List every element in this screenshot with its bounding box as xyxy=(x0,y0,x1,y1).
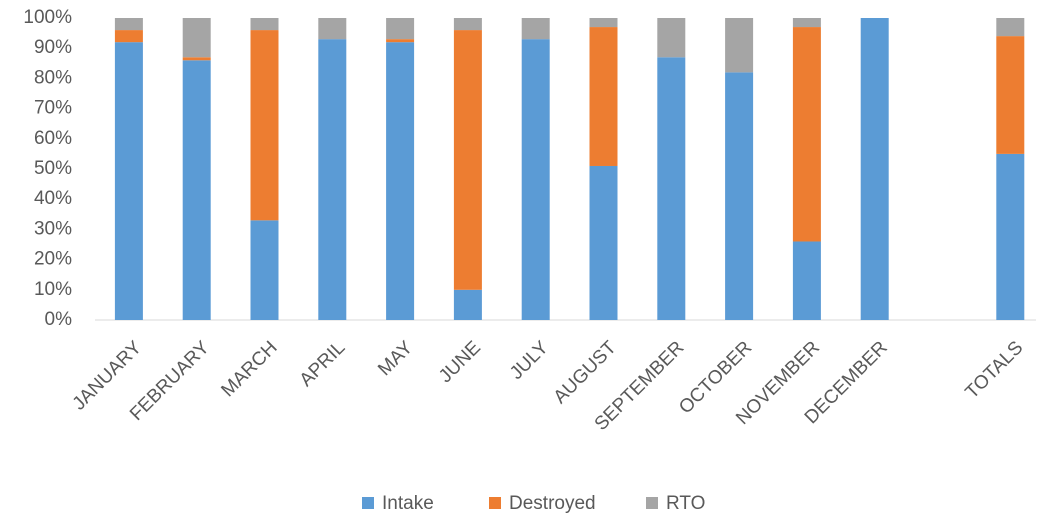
x-tick-label: JUNE xyxy=(435,337,485,387)
bar-segment xyxy=(318,39,347,320)
bar-segment xyxy=(250,18,279,31)
legend-label: Destroyed xyxy=(509,493,596,514)
bar-segment xyxy=(114,30,143,43)
legend-swatch xyxy=(362,497,374,509)
bar-segment xyxy=(725,18,754,73)
bar-segment xyxy=(589,18,618,28)
x-tick-label: MARCH xyxy=(217,337,281,401)
bar-segment xyxy=(250,30,279,221)
y-tick-label: 50% xyxy=(34,158,72,179)
bar-segment xyxy=(250,220,279,320)
bar-segment xyxy=(657,57,686,320)
bar-segment xyxy=(657,18,686,58)
bar-segment xyxy=(114,18,143,31)
legend-swatch xyxy=(489,497,501,509)
y-tick-label: 0% xyxy=(45,309,73,330)
y-tick-label: 90% xyxy=(34,37,72,58)
x-tick-label: JULY xyxy=(506,337,553,384)
bar-segment xyxy=(386,39,415,43)
bar-segment xyxy=(114,42,143,320)
bar-segment xyxy=(386,42,415,320)
bar-segment xyxy=(386,18,415,40)
bar-segment xyxy=(996,36,1025,154)
legend-swatch xyxy=(646,497,658,509)
legend-label: Intake xyxy=(382,493,434,514)
bar-segment xyxy=(182,57,211,61)
bar-segment xyxy=(792,18,821,28)
bar-segment xyxy=(453,289,482,320)
x-tick-label: TOTALS xyxy=(962,337,1028,403)
bar-segment xyxy=(453,18,482,31)
bar-segment xyxy=(589,165,618,320)
y-tick-label: 100% xyxy=(23,7,72,28)
y-tick-label: 40% xyxy=(34,188,72,209)
bar-segment xyxy=(453,30,482,290)
x-tick-label: AUGUST xyxy=(550,337,621,408)
bar-segment xyxy=(182,60,211,320)
bar-segment xyxy=(792,27,821,242)
y-tick-label: 20% xyxy=(34,249,72,270)
y-tick-label: 10% xyxy=(34,279,72,300)
bar-segment xyxy=(725,72,754,320)
y-tick-label: 70% xyxy=(34,98,72,119)
bar-segment xyxy=(996,153,1025,320)
legend-label: RTO xyxy=(666,493,705,514)
x-tick-label: MAY xyxy=(374,337,417,380)
bar-segment xyxy=(318,18,347,40)
bar-segment xyxy=(182,18,211,58)
y-tick-label: 60% xyxy=(34,128,72,149)
bar-segment xyxy=(521,18,550,40)
y-tick-label: 80% xyxy=(34,67,72,88)
bar-segment xyxy=(521,39,550,320)
y-tick-label: 30% xyxy=(34,218,72,239)
x-tick-label: APRIL xyxy=(296,337,350,391)
bar-segment xyxy=(860,18,889,320)
bar-segment xyxy=(792,241,821,320)
bar-segment xyxy=(996,18,1025,37)
bar-segment xyxy=(589,27,618,166)
